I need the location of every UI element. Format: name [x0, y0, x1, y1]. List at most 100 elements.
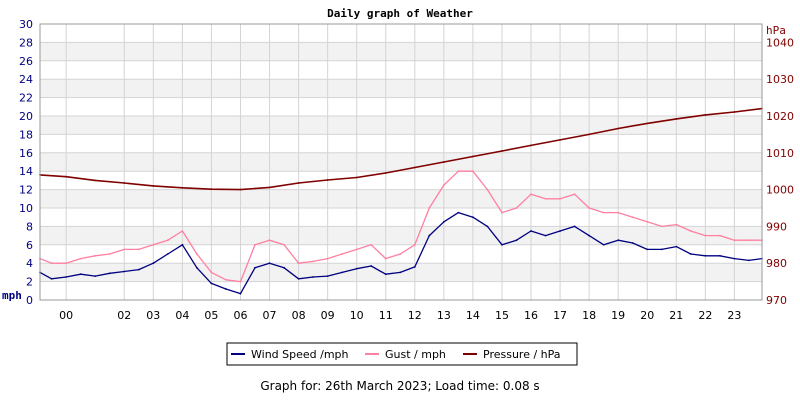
y-left-tick-label: 10 — [19, 202, 33, 215]
x-tick-label: 05 — [204, 309, 218, 322]
series-gust-point — [733, 239, 736, 242]
series-pressure-point — [239, 188, 242, 191]
series-gust-point — [646, 220, 649, 223]
y-left-tick-label: 30 — [19, 18, 33, 31]
y-left-tick-label: 12 — [19, 184, 33, 197]
x-tick-label: 19 — [611, 309, 625, 322]
series-wind-speed-point — [530, 230, 532, 232]
series-gust-point — [355, 248, 358, 251]
y-left-tick-label: 16 — [19, 147, 33, 160]
x-tick-label: 20 — [640, 309, 654, 322]
grid-band — [40, 116, 762, 135]
series-wind-speed-point — [733, 257, 736, 260]
y-right-tick-label: 1000 — [766, 184, 794, 197]
plot-border — [39, 23, 763, 301]
series-gust-point — [515, 207, 518, 209]
series-gust-point — [384, 257, 387, 260]
series-pressure-point — [210, 188, 213, 191]
series-pressure-point — [675, 118, 678, 120]
x-tick-label: 08 — [292, 309, 306, 322]
series-gust-point — [689, 230, 692, 232]
series-gust-point — [457, 170, 460, 173]
x-tick-label: 13 — [437, 309, 451, 322]
y-left-tick-label: 26 — [19, 55, 33, 68]
series-pressure-point — [443, 161, 445, 163]
series-wind-speed-point — [370, 265, 373, 267]
series-wind-speed-point — [399, 271, 402, 274]
series-wind-speed-point — [152, 262, 155, 265]
x-tick-label: 09 — [321, 309, 335, 322]
grid-band — [40, 42, 762, 61]
chart-title: Daily graph of Weather — [327, 7, 473, 20]
series-gust-point — [326, 257, 329, 260]
series-wind-speed-point — [443, 220, 445, 223]
series-gust-point — [65, 262, 67, 265]
y-left-tick-label: 22 — [19, 92, 33, 105]
x-tick-label: 10 — [350, 309, 364, 322]
series-wind-speed-point — [94, 275, 97, 277]
y-right-tick-label: 1040 — [766, 36, 794, 49]
grid-band — [40, 79, 762, 98]
series-wind-speed-point — [210, 282, 213, 285]
x-tick-label: 22 — [698, 309, 712, 322]
series-pressure-point — [94, 179, 97, 182]
series-gust-point — [312, 260, 314, 263]
series-wind-speed-point — [137, 268, 140, 271]
series-wind-speed-point — [355, 267, 358, 270]
series-wind-speed-point — [573, 225, 576, 228]
series-pressure-point — [355, 176, 358, 179]
x-tick-label: 17 — [553, 309, 567, 322]
series-gust-point — [617, 211, 620, 214]
series-wind-speed-point — [166, 253, 169, 255]
x-tick-label: 18 — [582, 309, 596, 322]
series-gust-point — [50, 262, 53, 265]
y-left-tick-label: 8 — [26, 220, 33, 233]
series-gust-point — [239, 280, 242, 283]
series-wind-speed-point — [544, 234, 547, 237]
series-wind-speed-point — [326, 275, 329, 277]
y-right-tick-label: 970 — [766, 294, 787, 307]
y-left-tick-label: 4 — [26, 257, 33, 270]
x-tick-label: 04 — [175, 309, 189, 322]
series-gust-point — [704, 234, 707, 237]
series-gust-point — [748, 239, 750, 242]
series-wind-speed-point — [515, 239, 518, 242]
x-tick-label: 15 — [495, 309, 509, 322]
y-right-tick-label: 1030 — [766, 73, 794, 86]
series-pressure-point — [472, 155, 474, 158]
series-pressure-point — [646, 122, 649, 125]
series-wind-speed-point — [646, 248, 649, 251]
y-right-tick-label: 1010 — [766, 147, 794, 160]
y-left-tick-label: 20 — [19, 110, 33, 123]
series-gust-point — [486, 188, 489, 191]
series-pressure-point — [733, 111, 736, 113]
series-gust-point — [123, 248, 126, 251]
y-axis-right-label: hPa — [766, 24, 786, 37]
x-tick-label: 16 — [524, 309, 538, 322]
series-pressure-point — [65, 175, 67, 178]
series-wind-speed-point — [341, 271, 344, 274]
series-gust-point — [297, 262, 300, 265]
x-tick-label: 11 — [379, 309, 393, 322]
series-wind-speed-point — [486, 225, 489, 228]
series-gust-point — [675, 223, 678, 226]
series-pressure-point — [617, 127, 620, 130]
series-gust-point — [196, 253, 198, 255]
series-gust-point — [341, 253, 344, 255]
x-tick-label: 23 — [727, 309, 741, 322]
series-pressure-point — [297, 182, 300, 184]
series-pressure-point — [326, 179, 329, 181]
y-left-tick-label: 6 — [26, 239, 33, 252]
series-gust-point — [602, 211, 605, 214]
series-pressure-point — [588, 133, 590, 136]
grid-band — [40, 189, 762, 208]
series-wind-speed-point — [719, 254, 721, 257]
series-pressure — [39, 107, 763, 191]
legend-label-wind: Wind Speed /mph — [251, 348, 349, 361]
series-wind-speed-point — [689, 253, 692, 255]
y-axis-left-label: mph — [2, 289, 22, 302]
y-left-tick-label: 0 — [26, 294, 33, 307]
series-gust-point — [559, 197, 561, 200]
